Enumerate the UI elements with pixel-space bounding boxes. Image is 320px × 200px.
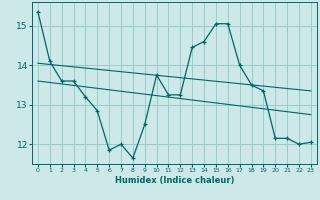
X-axis label: Humidex (Indice chaleur): Humidex (Indice chaleur) bbox=[115, 176, 234, 185]
